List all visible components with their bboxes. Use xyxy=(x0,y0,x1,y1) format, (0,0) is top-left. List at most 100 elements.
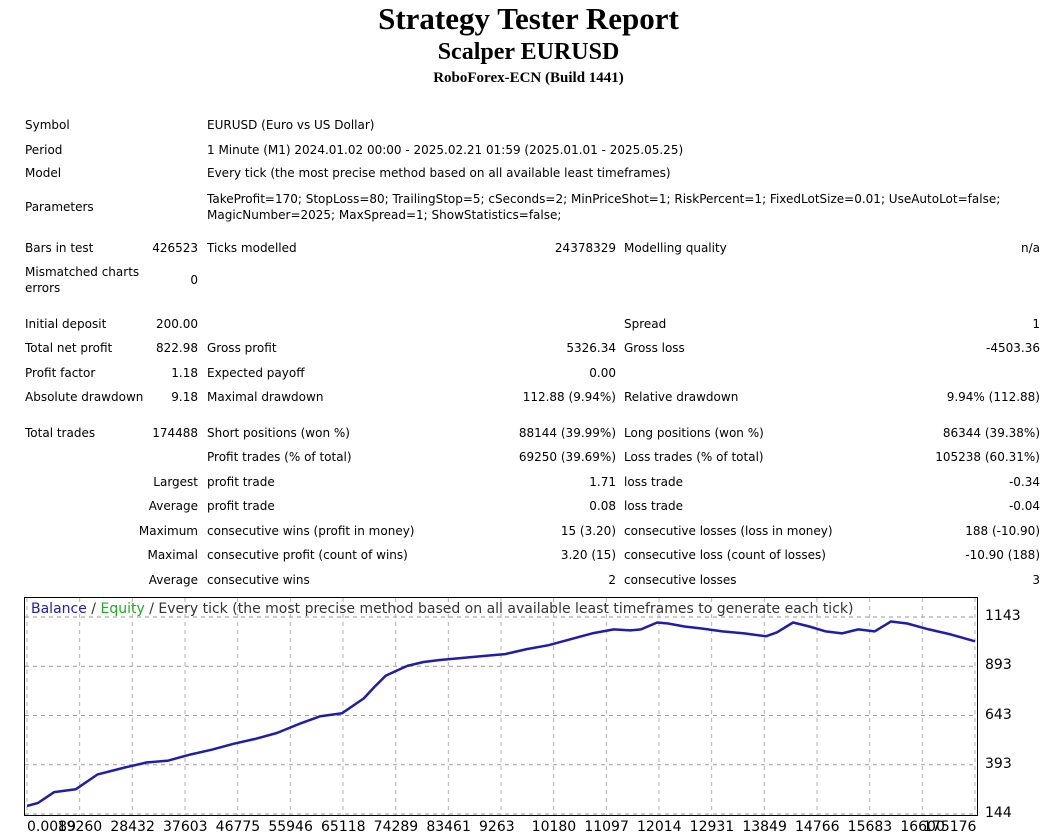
spread-label: Spread xyxy=(624,317,667,331)
ticks-label: Ticks modelled xyxy=(207,241,297,255)
period-label: Period xyxy=(25,143,63,157)
ticks-value: 24378329 xyxy=(554,241,616,255)
quality-label: Modelling quality xyxy=(624,241,727,255)
x-tick-label: 55946 xyxy=(268,819,313,835)
avg-consecutive-losses-value: 3 xyxy=(1032,573,1040,587)
total-trades-value: 174488 xyxy=(152,426,198,440)
short-positions-label: Short positions (won %) xyxy=(207,426,350,440)
absolute-drawdown-value: 9.18 xyxy=(171,390,198,404)
parameters-label: Parameters xyxy=(25,200,94,214)
avg-consecutive-wins-label: consecutive wins xyxy=(207,573,310,587)
server-build: RoboForex-ECN (Build 1441) xyxy=(433,70,624,86)
expert-name: Scalper EURUSD xyxy=(437,39,620,65)
max-consecutive-loss-value: -10.90 (188) xyxy=(965,548,1040,562)
x-tick-label: 83461 xyxy=(426,819,471,835)
y-tick-label: 893 xyxy=(985,657,1012,674)
x-tick-label: 11097 xyxy=(584,819,629,835)
legend-equity: Equity xyxy=(100,601,145,617)
gross-loss-label: Gross loss xyxy=(624,341,685,355)
x-tick-label: 175176 xyxy=(923,819,977,835)
x-tick-label: 74289 xyxy=(373,819,419,835)
symbol-value: EURUSD (Euro vs US Dollar) xyxy=(207,118,375,132)
chart-legend: Balance / Equity / Every tick (the most … xyxy=(31,601,853,617)
long-positions-label: Long positions (won %) xyxy=(624,426,764,440)
x-tick-label: 28432 xyxy=(110,819,155,835)
net-profit-value: 822.98 xyxy=(156,341,198,355)
max-consecutive-losses-label: consecutive losses (loss in money) xyxy=(624,524,833,538)
x-tick-label: 12931 xyxy=(689,819,735,835)
profit-trades-value: 69250 (39.69%) xyxy=(518,450,616,464)
expected-payoff-value: 0.00 xyxy=(589,366,616,380)
x-tick-label: 19260 xyxy=(57,819,103,835)
net-profit-label: Total net profit xyxy=(25,341,113,355)
average-loss-value: -0.04 xyxy=(1008,499,1040,513)
relative-drawdown-label: Relative drawdown xyxy=(624,390,739,404)
legend-balance: Balance xyxy=(31,601,87,617)
maximal-label: Maximal xyxy=(147,548,198,562)
x-tick-label: 10180 xyxy=(531,819,577,835)
balance-chart xyxy=(24,597,978,816)
x-tick-label: 12014 xyxy=(637,819,682,835)
y-tick-label: 393 xyxy=(985,755,1012,772)
profit-factor-value: 1.18 xyxy=(171,366,198,380)
max-consecutive-loss-label: consecutive loss (count of losses) xyxy=(624,548,826,562)
total-trades-label: Total trades xyxy=(25,426,96,440)
short-positions-value: 88144 (39.99%) xyxy=(518,426,616,440)
x-tick-label: 46775 xyxy=(215,819,261,835)
model-value: Every tick (the most precise method base… xyxy=(207,166,671,180)
quality-value: n/a xyxy=(1020,241,1040,255)
max-consecutive-profit-value: 3.20 (15) xyxy=(560,548,616,562)
mismatch-value: 0 xyxy=(190,273,198,287)
spread-value: 1 xyxy=(1032,317,1040,331)
legend-description: Every tick (the most precise method base… xyxy=(158,601,854,617)
x-tick-label: 37603 xyxy=(163,819,208,835)
maximum-label: Maximum xyxy=(138,524,198,538)
largest-loss-value: -0.34 xyxy=(1008,475,1040,489)
parameters-line-1: TakeProfit=170; StopLoss=80; TrailingSto… xyxy=(207,192,1001,206)
balance-chart-svg xyxy=(25,598,977,815)
avg-consecutive-losses-label: consecutive losses xyxy=(624,573,737,587)
maximal-drawdown-label: Maximal drawdown xyxy=(207,390,324,404)
symbol-label: Symbol xyxy=(25,118,70,132)
gross-profit-label: Gross profit xyxy=(207,341,277,355)
x-tick-label: 14766 xyxy=(795,819,840,835)
largest-loss-label: loss trade xyxy=(624,475,683,489)
report-title: Strategy Tester Report xyxy=(378,1,679,36)
profit-factor-label: Profit factor xyxy=(25,366,96,380)
loss-trades-value: 105238 (60.31%) xyxy=(935,450,1040,464)
maximal-drawdown-value: 112.88 (9.94%) xyxy=(522,390,616,404)
legend-separator: / xyxy=(144,601,159,617)
model-label: Model xyxy=(25,166,62,180)
mismatch-label: Mismatched charts xyxy=(25,265,140,279)
y-tick-label: 144 xyxy=(985,805,1012,821)
x-tick-label: 65118 xyxy=(321,819,366,835)
mismatch-label-2: errors xyxy=(25,281,61,295)
legend-separator: / xyxy=(86,601,101,617)
absolute-drawdown-label: Absolute drawdown xyxy=(25,390,144,404)
y-tick-label: 643 xyxy=(985,706,1012,723)
average-profit-value: 0.08 xyxy=(589,499,616,513)
deposit-label: Initial deposit xyxy=(25,317,107,331)
profit-trades-label: Profit trades (% of total) xyxy=(207,450,352,464)
deposit-value: 200.00 xyxy=(156,317,198,331)
expected-payoff-label: Expected payoff xyxy=(207,366,305,380)
x-tick-label: 16600 xyxy=(900,819,945,835)
parameters-line-2: MagicNumber=2025; MaxSpread=1; ShowStati… xyxy=(207,208,562,222)
relative-drawdown-value: 9.94% (112.88) xyxy=(946,390,1040,404)
largest-label: Largest xyxy=(153,475,198,489)
y-tick-label: 1143 xyxy=(985,608,1021,624)
bars-value: 426523 xyxy=(152,241,198,255)
gross-profit-value: 5326.34 xyxy=(566,341,616,355)
largest-profit-value: 1.71 xyxy=(589,475,616,489)
x-tick-label: 15683 xyxy=(847,819,893,835)
x-tick-label: 9263 xyxy=(479,819,515,835)
long-positions-value: 86344 (39.38%) xyxy=(942,426,1040,440)
average-label: Average xyxy=(148,499,198,513)
bars-label: Bars in test xyxy=(25,241,94,255)
largest-profit-label: profit trade xyxy=(207,475,275,489)
avg-consecutive-wins-value: 2 xyxy=(608,573,616,587)
max-consecutive-losses-value: 188 (-10.90) xyxy=(965,524,1040,538)
average-loss-label: loss trade xyxy=(624,499,683,513)
x-tick-label: 13849 xyxy=(742,819,787,835)
max-consecutive-profit-label: consecutive profit (count of wins) xyxy=(207,548,408,562)
